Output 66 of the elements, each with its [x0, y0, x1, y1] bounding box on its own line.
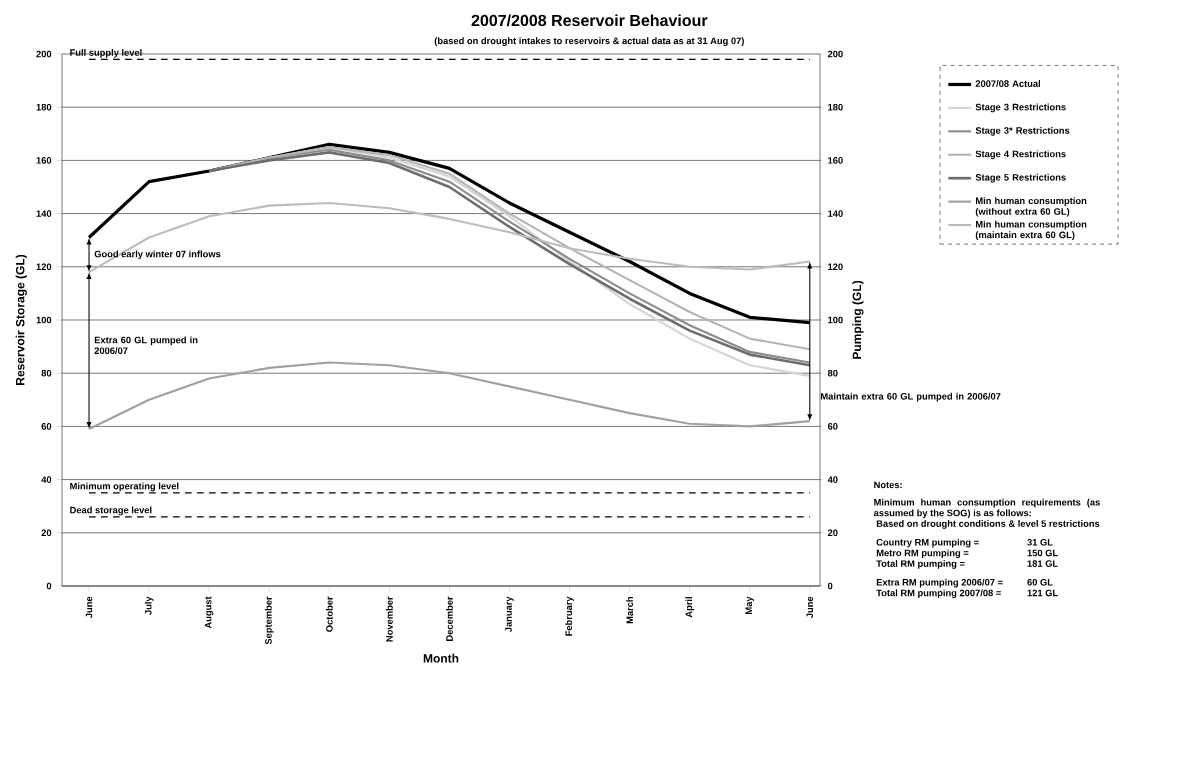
- y-tick-label: 40: [41, 476, 52, 483]
- y-tick-label: 0: [46, 582, 52, 590]
- ref-line-label: Full supply level: [70, 49, 142, 58]
- y-tick-label: 100: [36, 316, 52, 324]
- y-tick-label: 120: [36, 263, 52, 271]
- text: Total RM pumping =: [876, 560, 965, 569]
- legend-label: Stage 3* Restrictions: [975, 126, 1070, 136]
- y-tick-label: 60: [41, 423, 52, 430]
- text: Extra RM pumping 2006/07 =: [876, 578, 1003, 588]
- x-tick-label: February: [565, 596, 574, 636]
- y-tick-label: 180: [36, 103, 52, 111]
- x-tick-label: August: [204, 596, 214, 629]
- text: 181 GL: [1027, 560, 1058, 567]
- y-tick-label: 160: [36, 157, 52, 164]
- y2-tick-label: 20: [827, 529, 838, 537]
- x-tick-label: September: [264, 596, 274, 645]
- x-axis-title: Month: [423, 653, 459, 663]
- legend-label: Min human consumption (without extra 60 GL): [975, 197, 1087, 217]
- text: Country RM pumping =: [876, 538, 979, 548]
- legend-label: Stage 3 Restrictions: [975, 103, 1066, 113]
- text: 121 GL: [1027, 589, 1058, 597]
- text: Metro RM pumping =: [876, 549, 969, 559]
- x-tick-label: June: [85, 596, 93, 619]
- y2-tick-label: 120: [828, 263, 843, 271]
- y2-tick-label: 80: [827, 369, 838, 377]
- x-tick-label: October: [325, 596, 333, 632]
- annotation: Extra 60 GL pumped in 2006/07: [94, 336, 198, 355]
- x-tick-label: July: [144, 596, 154, 615]
- y2-tick-label: 40: [827, 476, 838, 483]
- text: Minimum human consumption requirements (as assumed by the SOG) is as follows:: [873, 498, 1100, 519]
- text: Based on drought conditions & level 5 restrictions: [876, 520, 1100, 529]
- legend-label: 2007/08 Actual: [975, 80, 1041, 88]
- text: 60 GL: [1027, 578, 1053, 586]
- y2-tick-label: 160: [828, 157, 843, 164]
- y2-tick-label: 0: [827, 582, 833, 590]
- y2-axis-title: Pumping (GL): [852, 280, 864, 359]
- text: Maintain extra 60 GL pumped in 2006/07: [821, 392, 1001, 402]
- text: 31 GL: [1027, 538, 1053, 546]
- text: 150 GL: [1027, 549, 1058, 557]
- legend-label: Min human consumption (maintain extra 60 GL): [975, 220, 1087, 241]
- y-axis-title: Reservoir Storage (GL): [15, 254, 27, 385]
- x-tick-label: June: [806, 596, 814, 619]
- y-tick-label: 80: [41, 369, 52, 377]
- annotation: Good early winter 07 inflows: [94, 250, 221, 260]
- legend-label: Stage 5 Restrictions: [975, 173, 1066, 183]
- x-tick-label: May: [745, 596, 754, 614]
- y2-tick-label: 180: [828, 103, 843, 111]
- y2-tick-label: 140: [828, 210, 843, 217]
- y-tick-label: 140: [36, 210, 52, 217]
- x-tick-label: November: [385, 596, 393, 642]
- x-tick-label: March: [626, 596, 634, 624]
- y2-tick-label: 200: [827, 50, 843, 58]
- chart-title: 2007/2008 Reservoir Behaviour: [471, 14, 708, 27]
- legend-label: Stage 4 Restrictions: [975, 150, 1066, 160]
- y2-tick-label: 60: [827, 423, 838, 430]
- x-tick-label: January: [505, 596, 514, 633]
- ref-line-label: Dead storage level: [70, 506, 152, 516]
- y-tick-label: 200: [36, 50, 52, 58]
- y2-tick-label: 100: [828, 316, 843, 324]
- text: Total RM pumping 2007/08 =: [876, 589, 1001, 599]
- text: Notes:: [874, 481, 902, 489]
- chart-subtitle: (based on drought intakes to reservoirs & actual data as at 31 Aug 07): [434, 37, 744, 47]
- x-tick-label: December: [446, 596, 453, 641]
- ref-line-label: Minimum operating level: [70, 482, 179, 492]
- y-tick-label: 20: [41, 529, 52, 537]
- x-tick-label: April: [685, 597, 695, 618]
